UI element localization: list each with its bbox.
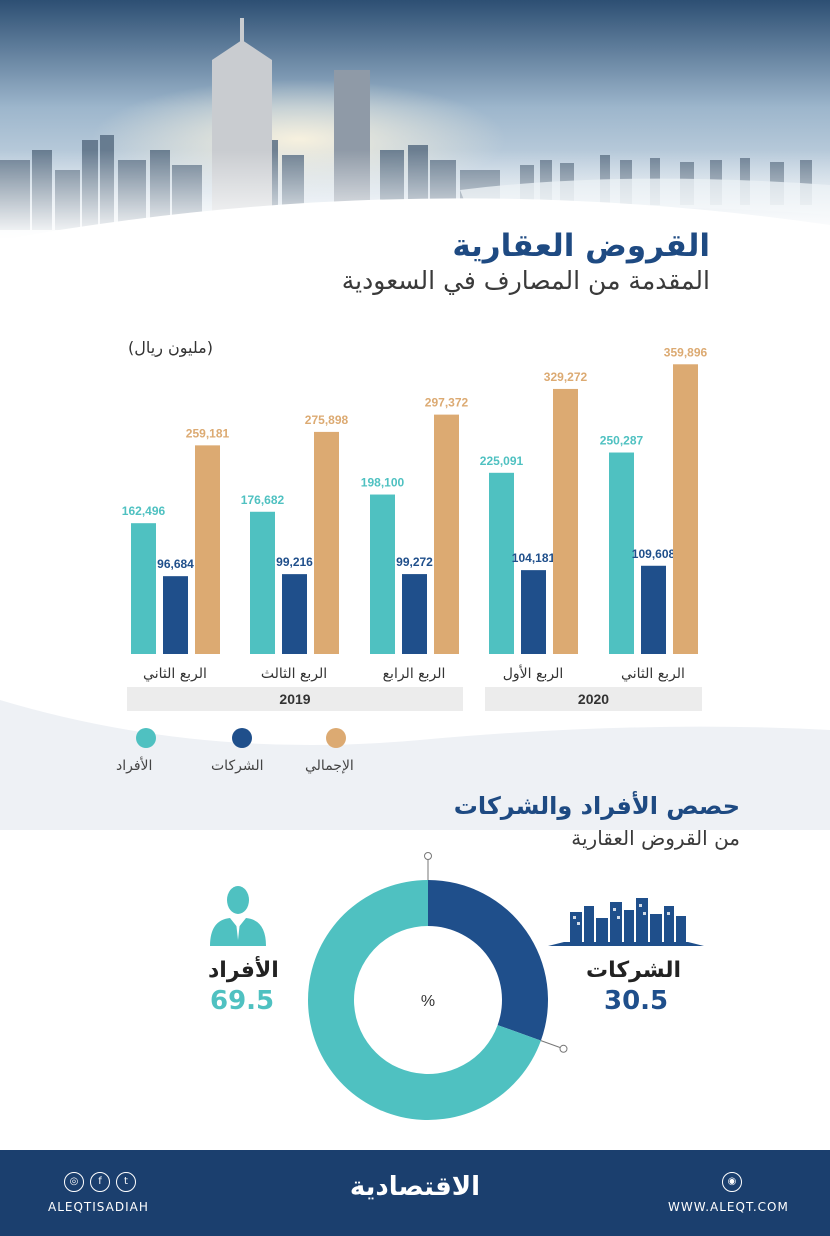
bar-0-0 — [131, 523, 156, 654]
bar-1-1 — [282, 574, 307, 654]
leader-line — [540, 1040, 564, 1050]
bar-0-1 — [250, 511, 275, 654]
donut-chart: % — [308, 852, 568, 1120]
bar-value-label: 96,684 — [157, 557, 194, 571]
social-handle: ALEQTISADIAH — [48, 1200, 149, 1214]
brand-logo: الاقتصادية — [349, 1172, 481, 1202]
legend-label-total: الإجمالي — [305, 758, 354, 774]
bar-value-label: 104,181 — [512, 551, 556, 565]
bar-value-label: 225,091 — [480, 454, 524, 468]
year-label: 2020 — [578, 691, 609, 707]
footer-bar: ◎ f t ALEQTISADIAH الاقتصادية ◉ WWW.ALEQ… — [0, 1150, 830, 1236]
bar-value-label: 275,898 — [305, 413, 349, 427]
individuals-value: 69.5 — [210, 986, 275, 1016]
bar-value-label: 198,100 — [361, 476, 405, 490]
bar-value-label: 109,608 — [632, 547, 676, 561]
bar-value-label: 297,372 — [425, 396, 469, 410]
bar-2-4 — [673, 364, 698, 654]
donut-slice-1 — [308, 880, 541, 1120]
category-label: الربع الثاني — [621, 666, 685, 682]
person-icon — [210, 886, 266, 946]
legend-dot-individuals — [136, 728, 156, 748]
legend-label-individuals: الأفراد — [116, 758, 153, 774]
bar-1-4 — [641, 565, 666, 654]
donut-subtitle: من القروض العقارية — [571, 826, 740, 850]
bar-2-1 — [314, 431, 339, 654]
bar-value-label: 329,272 — [544, 370, 588, 384]
bar-chart: 162,496 96,684 259,181 الربع الثاني 176,682 9… — [122, 345, 708, 711]
year-band — [127, 687, 463, 711]
bar-value-label: 250,287 — [600, 434, 644, 448]
bar-0-3 — [489, 472, 514, 654]
legend-dot-companies — [232, 728, 252, 748]
individuals-label: الأفراد — [208, 958, 279, 983]
donut-center-label: % — [421, 993, 435, 1010]
bar-value-label: 359,896 — [664, 345, 708, 359]
bar-value-label: 99,216 — [276, 555, 313, 569]
twitter-icon[interactable]: t — [116, 1172, 136, 1192]
website-link[interactable]: WWW.ALEQT.COM — [668, 1200, 789, 1214]
donut-slice-0 — [428, 880, 548, 1041]
category-label: الربع الثالث — [261, 666, 327, 682]
globe-icon[interactable]: ◉ — [722, 1172, 742, 1192]
buildings-icon — [548, 898, 704, 946]
facebook-icon[interactable]: f — [90, 1172, 110, 1192]
background-wave — [0, 700, 830, 830]
year-label: 2019 — [279, 691, 310, 707]
bar-value-label: 176,682 — [241, 493, 285, 507]
category-label: الربع الأول — [503, 664, 563, 682]
page-title: القروض العقارية — [452, 228, 710, 264]
page-subtitle: المقدمة من المصارف في السعودية — [341, 266, 710, 295]
bar-value-label: 162,496 — [122, 504, 166, 518]
city-skyline-banner — [0, 0, 830, 330]
unit-label: (مليون ريال) — [128, 338, 213, 357]
bar-2-3 — [553, 388, 578, 654]
companies-value: 30.5 — [604, 986, 669, 1016]
donut-title: حصص الأفراد والشركات — [453, 792, 740, 820]
leader-dot — [559, 1044, 568, 1053]
legend-markers — [136, 728, 346, 748]
bar-1-2 — [402, 574, 427, 654]
bar-1-0 — [163, 576, 188, 654]
leader-dot — [424, 852, 432, 860]
instagram-icon[interactable]: ◎ — [64, 1172, 84, 1192]
bar-1-3 — [521, 570, 546, 654]
bar-value-label: 99,272 — [396, 555, 433, 569]
bar-0-2 — [370, 494, 395, 654]
bar-2-0 — [195, 445, 220, 654]
bar-2-2 — [434, 414, 459, 654]
legend-dot-total — [326, 728, 346, 748]
companies-label: الشركات — [586, 958, 682, 983]
category-label: الربع الثاني — [143, 666, 207, 682]
category-label: الربع الرابع — [383, 666, 446, 682]
bar-value-label: 259,181 — [186, 426, 230, 440]
bar-0-4 — [609, 452, 634, 654]
year-band — [485, 687, 702, 711]
legend-label-companies: الشركات — [211, 758, 264, 774]
